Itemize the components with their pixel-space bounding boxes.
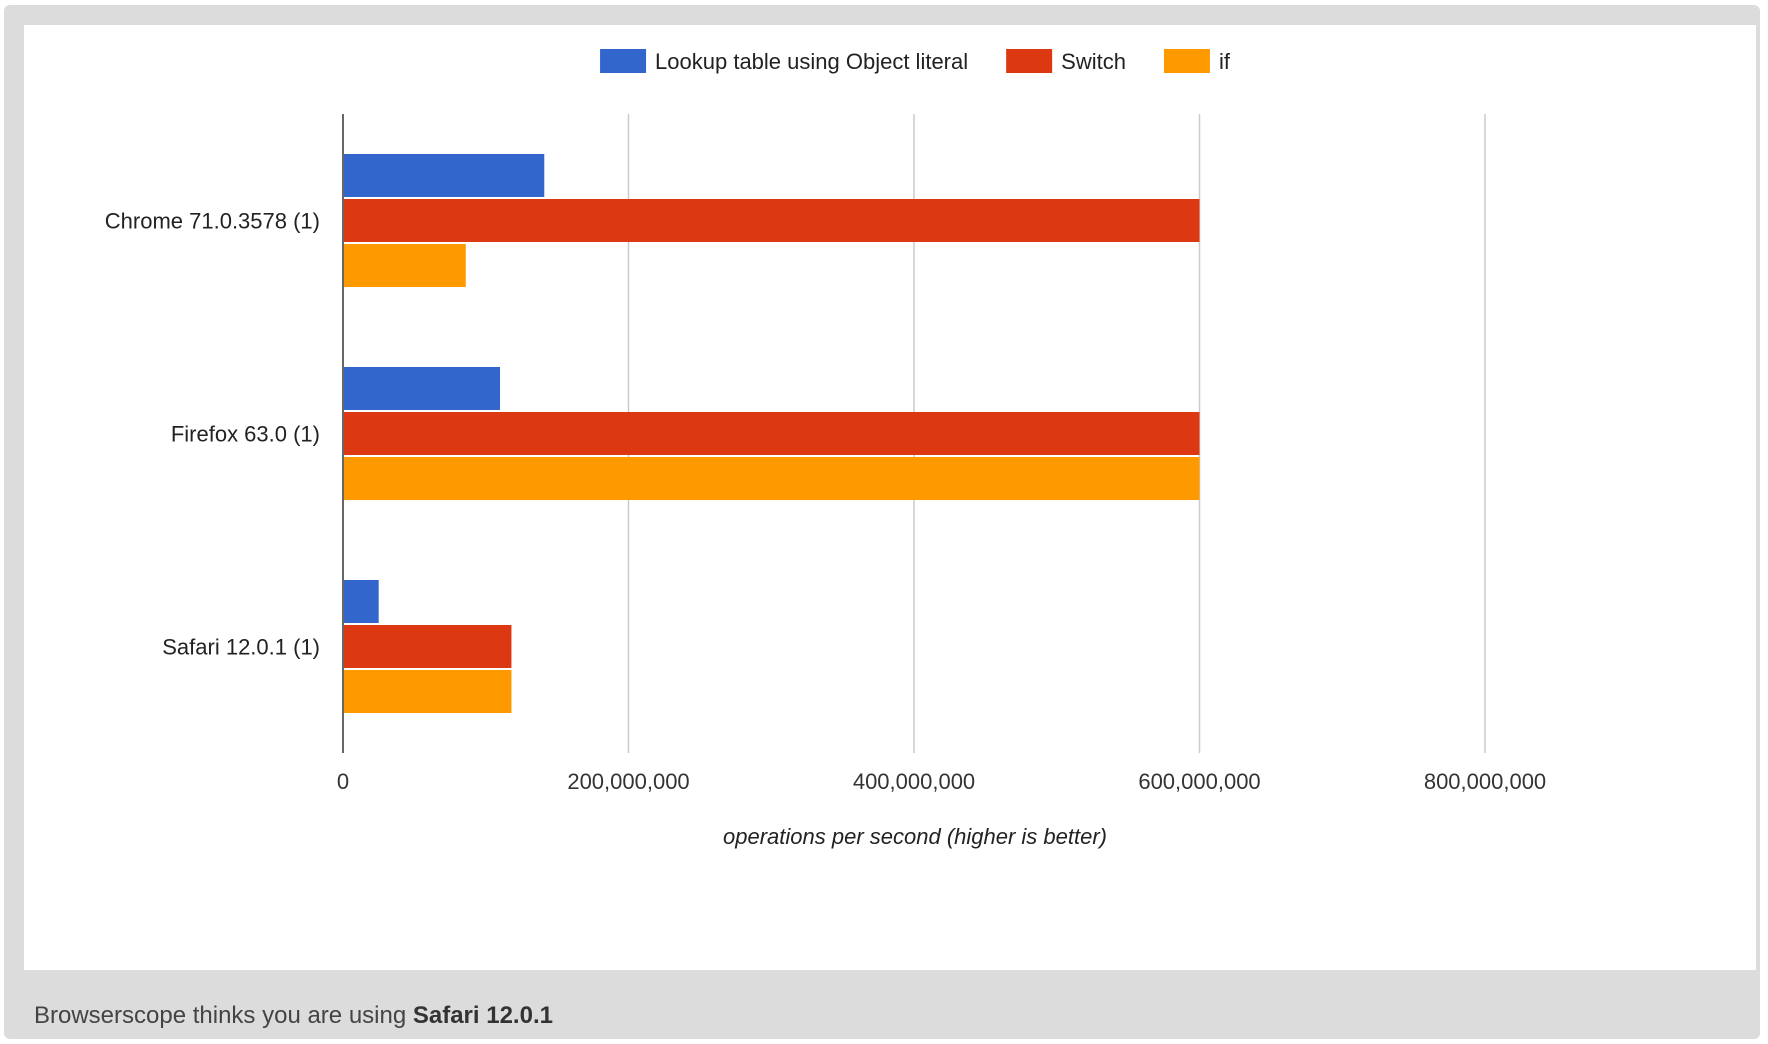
- legend-swatch: [1006, 49, 1053, 73]
- category-label: Chrome 71.0.3578 (1): [105, 209, 320, 234]
- x-tick-label: 600,000,000: [1138, 769, 1260, 794]
- bar[interactable]: [344, 244, 466, 287]
- legend-item[interactable]: Lookup table using Object literal: [600, 49, 968, 74]
- legend-swatch: [600, 49, 647, 73]
- x-tick-label: 0: [337, 769, 349, 794]
- x-tick-label: 200,000,000: [567, 769, 689, 794]
- bar[interactable]: [344, 457, 1200, 500]
- bar-chart: Chrome 71.0.3578 (1) Firefox 63.0 (1) Safa…: [105, 49, 1546, 849]
- legend-item[interactable]: Switch: [1006, 49, 1126, 74]
- footer-prefix: Browserscope thinks you are using: [34, 1002, 407, 1029]
- chart-panel: Chrome 71.0.3578 (1) Firefox 63.0 (1) Safa…: [24, 25, 1756, 970]
- x-tick-label: 400,000,000: [853, 769, 975, 794]
- bar[interactable]: [344, 625, 512, 668]
- x-tick-label: 800,000,000: [1424, 769, 1546, 794]
- category-label: Safari 12.0.1 (1): [162, 635, 320, 660]
- bar[interactable]: [344, 670, 512, 713]
- legend[interactable]: Lookup table using Object literal Switch i…: [600, 49, 1231, 74]
- bar[interactable]: [344, 367, 501, 410]
- bar[interactable]: [344, 412, 1200, 455]
- x-tick-labels: 0 200,000,000 400,000,000 600,000,000 800,00…: [337, 769, 1546, 794]
- legend-swatch: [1163, 49, 1210, 73]
- chart-frame: Chrome 71.0.3578 (1) Firefox 63.0 (1) Safa…: [4, 5, 1760, 1039]
- browser-detection-note: Browserscope thinks you are using Safari…: [34, 1000, 553, 1032]
- x-axis-title: operations per second (higher is better): [723, 824, 1107, 849]
- legend-label: if: [1219, 49, 1231, 74]
- category-label: Firefox 63.0 (1): [171, 422, 320, 447]
- bar[interactable]: [344, 580, 379, 623]
- bars: [344, 154, 1200, 713]
- legend-label: Lookup table using Object literal: [655, 49, 968, 74]
- bar[interactable]: [344, 199, 1200, 242]
- legend-label: Switch: [1061, 49, 1126, 74]
- bar[interactable]: [344, 154, 545, 197]
- category-labels: Chrome 71.0.3578 (1) Firefox 63.0 (1) Safa…: [105, 209, 320, 660]
- detected-browser: Safari 12.0.1: [412, 1002, 553, 1029]
- legend-item[interactable]: if: [1163, 49, 1231, 74]
